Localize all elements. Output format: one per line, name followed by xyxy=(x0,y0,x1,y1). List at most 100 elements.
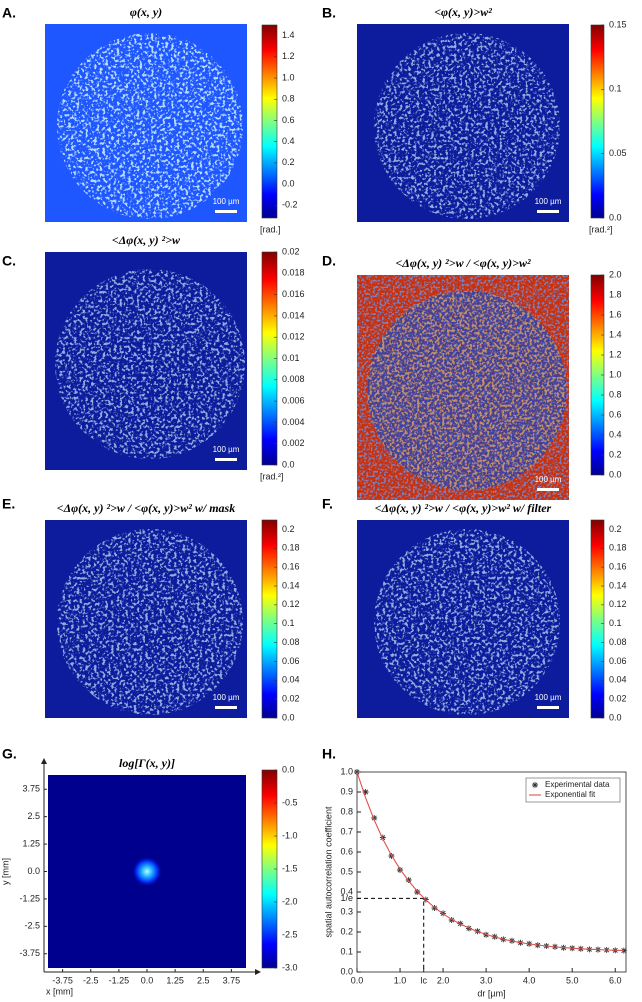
colorbar-tick-label: 0.1 xyxy=(282,618,295,628)
colorbar-tick-label: 0.0 xyxy=(609,212,622,222)
x-tick-label: 3.0 xyxy=(480,975,493,985)
colorbar-tick-label: 0.012 xyxy=(282,332,305,342)
panel-label: C. xyxy=(2,253,16,269)
y-tick-label: 0.6 xyxy=(340,846,353,856)
colorbar-tick-label: 0.6 xyxy=(609,409,622,419)
y-tick-label: 2.5 xyxy=(27,811,40,821)
colorbar-tick-label: 0.01 xyxy=(282,353,300,363)
x-axis-label: x [mm] xyxy=(46,986,73,996)
sample-texture xyxy=(367,290,567,491)
legend-box xyxy=(525,777,621,803)
fit-line xyxy=(356,771,624,952)
colorbar-tick-label: 0.04 xyxy=(609,675,627,685)
colorbar-tick-label: 0.8 xyxy=(282,94,295,104)
sample-region xyxy=(373,528,561,716)
colorbar-tick-label: 0.004 xyxy=(282,417,305,427)
colorbar-tick-label: -3.0 xyxy=(282,962,298,972)
colorbar-tick-label: 0.2 xyxy=(609,524,622,534)
colorbar-tick-label: 0.02 xyxy=(282,246,300,256)
y-tick-label: 0.4 xyxy=(340,886,353,896)
colorbar-tick-label: -0.5 xyxy=(282,797,298,807)
colorbar-tick-label: 0.18 xyxy=(609,543,627,553)
colorbar-tick-label: 0.4 xyxy=(282,136,295,146)
panel-label: D. xyxy=(322,253,336,269)
panel-title: <Δφ(x, y) ²>w / <φ(x, y)>w² w/ mask xyxy=(57,501,235,515)
sample-region xyxy=(56,528,244,716)
sample-texture xyxy=(56,32,244,220)
colorbar-tick-label: -0.2 xyxy=(282,200,298,210)
panel-title: <Δφ(x, y) ²>w / <φ(x, y)>w² w/ filter xyxy=(375,501,552,515)
colorbar-tick-label: 0.12 xyxy=(609,599,627,609)
colorbar-tick-label: 0.1 xyxy=(609,618,622,628)
scale-bar xyxy=(215,706,237,709)
sample-texture xyxy=(55,269,245,459)
colorbar xyxy=(261,519,278,719)
sample-region xyxy=(367,290,567,491)
scale-bar xyxy=(215,210,237,213)
colorbar-tick-label: 0.0 xyxy=(609,712,622,722)
colorbar-tick-label: 0.16 xyxy=(609,562,627,572)
colorbar-tick-label: 0.02 xyxy=(609,694,627,704)
colorbar-tick-label: 0.0 xyxy=(282,459,295,469)
y-tick-label: -1.25 xyxy=(19,893,40,903)
colorbar-tick-label: 0.16 xyxy=(282,562,300,572)
colorbar-tick-label: 0.002 xyxy=(282,438,305,448)
y-tick-label: 3.75 xyxy=(22,784,40,794)
colorbar-tick-label: 0.04 xyxy=(282,675,300,685)
colorbar-tick-label: 1.4 xyxy=(609,329,622,339)
panel-label: H. xyxy=(322,746,336,762)
x-axis-label: dr [µm] xyxy=(477,988,505,998)
y-axis-label: spatial autocorrelation coefficient xyxy=(323,806,333,937)
y-tick-label: 0.8 xyxy=(340,806,353,816)
colorbar-tick-label: 1.2 xyxy=(609,349,622,359)
colorbar-tick-label: 0.02 xyxy=(282,694,300,704)
y-tick-label: 0.7 xyxy=(340,826,353,836)
data-point xyxy=(405,877,412,883)
colorbar-tick-label: 0.08 xyxy=(609,637,627,647)
y-tick-label: 1.25 xyxy=(22,838,40,848)
scale-bar xyxy=(537,706,559,709)
colorbar-tick-label: 0.006 xyxy=(282,395,305,405)
colorbar-tick-label: 0.0 xyxy=(282,764,295,774)
panel-title: <Δφ(x, y) ²>w / <φ(x, y)>w² xyxy=(395,256,530,270)
sample-region xyxy=(55,269,245,459)
colorbar-tick-label: 0.018 xyxy=(282,268,305,278)
panel-label: A. xyxy=(2,5,16,21)
legend-symbol xyxy=(532,782,538,788)
y-tick-label: 0.0 xyxy=(340,966,353,976)
data-point xyxy=(362,789,369,795)
colorbar-tick-label: 0.14 xyxy=(609,580,627,590)
x-tick-label: -1.25 xyxy=(109,975,130,985)
colorbar-unit: [rad.²] xyxy=(589,224,613,234)
y-tick-label: 0.2 xyxy=(340,926,353,936)
sample-texture xyxy=(373,32,561,220)
panel-title: <φ(x, y)>w² xyxy=(434,5,492,19)
x-tick-label: 2.5 xyxy=(197,975,210,985)
y-tick-label: 0.9 xyxy=(340,786,353,796)
scale-bar-label: 100 µm xyxy=(535,693,562,702)
legend-label: Experimental data xyxy=(545,780,610,789)
colorbar-tick-label: 2.0 xyxy=(609,269,622,279)
colorbar-tick-label: 0.6 xyxy=(282,115,295,125)
x-tick-label: lc xyxy=(420,975,427,985)
scale-bar xyxy=(537,488,559,491)
colorbar-tick-label: 0.06 xyxy=(282,656,300,666)
panel-label: G. xyxy=(2,746,17,762)
colorbar-tick-label: 0.15 xyxy=(609,19,627,29)
sample-region xyxy=(373,32,561,220)
colorbar-tick-label: 1.8 xyxy=(609,289,622,299)
x-tick-label: -3.75 xyxy=(52,975,73,985)
y-tick-label: 0.1 xyxy=(340,946,353,956)
colorbar-tick-label: 0.14 xyxy=(282,580,300,590)
panel-label: E. xyxy=(2,496,15,512)
sample-texture xyxy=(373,528,561,716)
colorbar-tick-label: 0.12 xyxy=(282,599,300,609)
y-tick-label: 1/e xyxy=(340,893,353,903)
panel-label: F. xyxy=(322,496,333,512)
colorbar xyxy=(261,24,278,219)
colorbar-tick-label: 0.18 xyxy=(282,543,300,553)
colorbar-tick-label: 0.05 xyxy=(609,148,627,158)
colorbar-tick-label: 0.4 xyxy=(609,429,622,439)
colorbar-tick-label: 0.2 xyxy=(609,449,622,459)
